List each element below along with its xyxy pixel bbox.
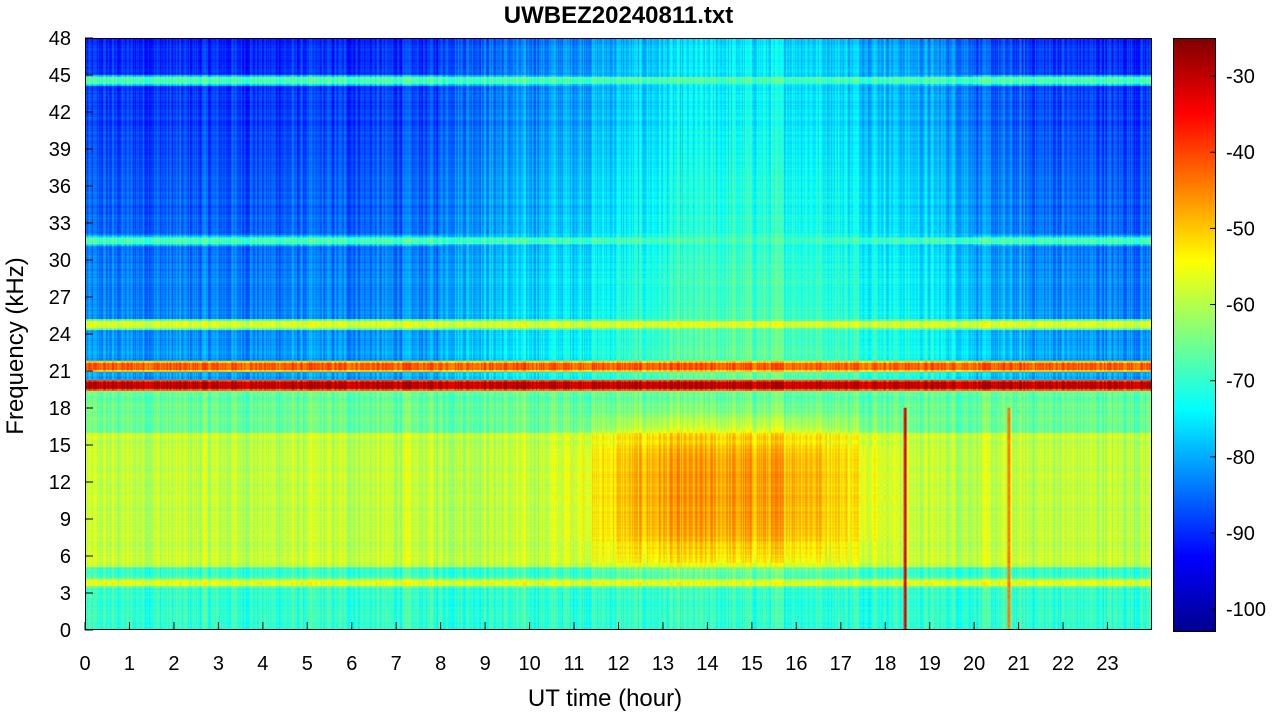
x-tick-label: 7 <box>391 653 402 675</box>
y-tick-label: 48 <box>49 28 71 50</box>
y-tick-label: 6 <box>60 546 71 568</box>
y-tick-label: 33 <box>49 213 71 235</box>
y-tick-label: 30 <box>49 250 71 272</box>
y-tick-label: 24 <box>49 324 71 346</box>
x-tick-label: 19 <box>919 653 941 675</box>
x-tick-label: 15 <box>741 653 763 675</box>
colorbar-tick-label: -80 <box>1226 447 1255 469</box>
x-tick-label: 20 <box>963 653 985 675</box>
y-tick-label: 27 <box>49 287 71 309</box>
colorbar-tick-label: -60 <box>1226 295 1255 317</box>
y-tick-label: 12 <box>49 472 71 494</box>
x-axis-label: UT time (hour) <box>528 685 682 712</box>
x-tick-label: 11 <box>564 653 585 675</box>
colorbar-tick-label: -70 <box>1226 371 1255 393</box>
x-tick-label: 16 <box>785 653 807 675</box>
plot-area <box>85 38 1152 630</box>
colorbar-tick-label: -100 <box>1226 599 1266 621</box>
x-tick-label: 18 <box>874 653 896 675</box>
spectrogram-heatmap <box>86 39 1151 629</box>
x-tick-label: 23 <box>1096 653 1118 675</box>
x-tick-label: 1 <box>124 653 135 675</box>
x-tick-label: 12 <box>607 653 629 675</box>
chart-title: UWBEZ20240811.txt <box>503 2 734 29</box>
x-tick-label: 21 <box>1008 653 1030 675</box>
colorbar <box>1173 38 1216 632</box>
x-tick-label: 9 <box>480 653 491 675</box>
colorbar-tick-label: -40 <box>1226 142 1255 164</box>
x-tick-label: 13 <box>652 653 674 675</box>
colorbar-gradient <box>1174 39 1215 631</box>
colorbar-tick-label: -90 <box>1226 523 1255 545</box>
x-tick-label: 17 <box>830 653 852 675</box>
y-tick-label: 15 <box>49 435 71 457</box>
y-tick-label: 18 <box>49 398 71 420</box>
y-tick-label: 39 <box>49 139 71 161</box>
x-tick-label: 6 <box>346 653 357 675</box>
x-tick-label: 8 <box>435 653 446 675</box>
x-tick-label: 0 <box>79 653 90 675</box>
x-tick-label: 10 <box>518 653 540 675</box>
x-tick-label: 4 <box>257 653 268 675</box>
y-tick-label: 9 <box>60 509 71 531</box>
y-tick-label: 0 <box>60 620 71 642</box>
y-tick-label: 42 <box>49 102 71 124</box>
y-axis-label: Frequency (kHz) <box>2 257 29 434</box>
x-tick-label: 3 <box>213 653 224 675</box>
y-tick-label: 36 <box>49 176 71 198</box>
y-tick-label: 3 <box>60 583 71 605</box>
colorbar-tick-label: -50 <box>1226 218 1255 240</box>
y-tick-label: 21 <box>49 361 71 383</box>
colorbar-tick-label: -30 <box>1226 66 1255 88</box>
y-tick-label: 45 <box>49 65 71 87</box>
x-tick-label: 14 <box>696 653 718 675</box>
colorbar-axis: -100 -90 -80 -70 -60 -50 -40 -30 <box>1210 66 1266 621</box>
x-tick-label: 22 <box>1052 653 1074 675</box>
x-tick-label: 2 <box>168 653 179 675</box>
x-tick-label: 5 <box>302 653 313 675</box>
